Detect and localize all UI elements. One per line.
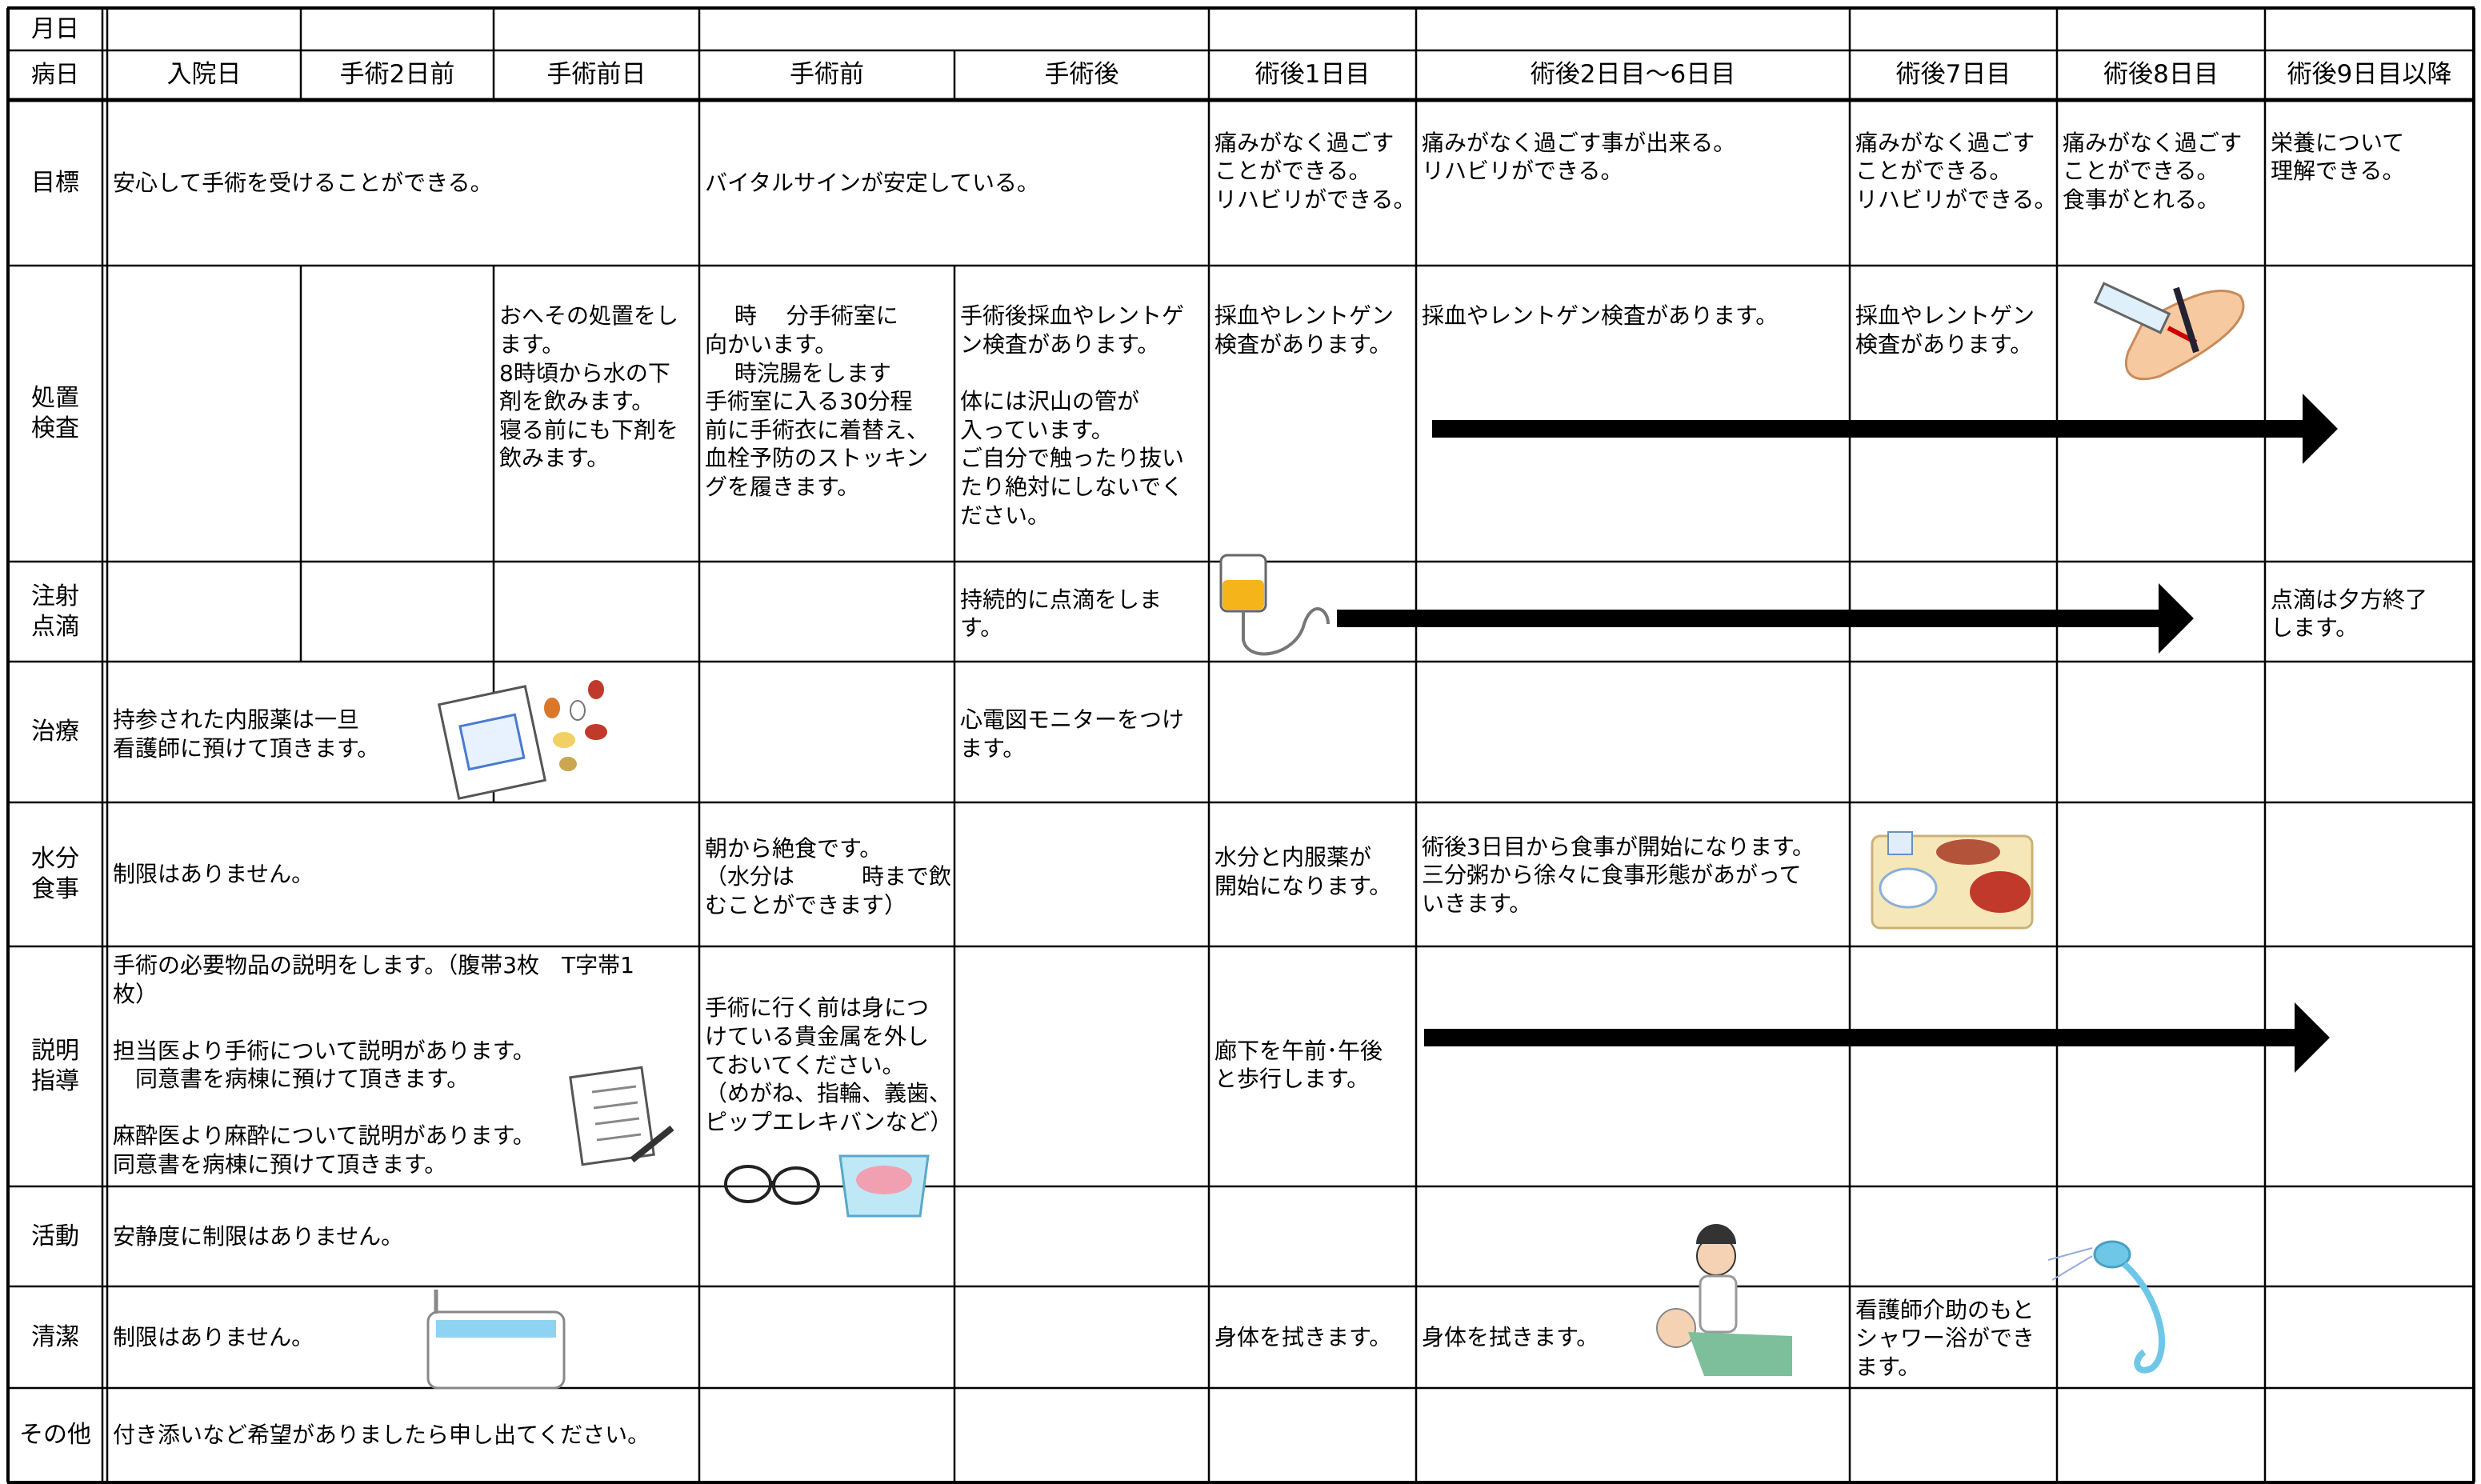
table-cell: 制限はありません。 <box>113 861 314 888</box>
meal-icon <box>1871 831 2034 930</box>
row-label: 活動 <box>31 1222 79 1250</box>
row-label: その他 <box>19 1421 91 1449</box>
row-label: 処置 検査 <box>31 384 79 442</box>
table-cell: 安心して手術を受けることができる。 <box>113 169 493 196</box>
shower-icon <box>2047 1240 2166 1374</box>
row-label: 治療 <box>31 718 79 746</box>
arrows <box>1337 394 2338 1073</box>
table-cell: 栄養について 理解できる。 <box>2271 129 2405 185</box>
table-cell: 痛みがなく過ごす ことができる。 食事がとれる。 <box>2063 129 2243 213</box>
grid-lines <box>6 6 2475 1484</box>
table-cell: 手術前 <box>790 60 864 90</box>
iv-bag-icon <box>1219 554 1330 656</box>
table-cell: 痛みがなく過ごす ことができる。 リハビリができる。 <box>1214 129 1416 213</box>
table-cell: 手術後 <box>1044 60 1119 90</box>
row-label: 水分 食事 <box>31 845 79 903</box>
table-cell: 時 分手術室に 向かいます。 時浣腸をします 手術室に入る30分程 前に手術衣に… <box>705 302 930 501</box>
table-cell: 持続的に点滴をしま す。 <box>960 586 1162 642</box>
table-cell: 術後1日目 <box>1255 60 1371 90</box>
glasses-icon <box>724 1154 930 1218</box>
table-cell: 制限はありません。 <box>113 1323 314 1350</box>
table-cell: 術後9日目以降 <box>2287 60 2452 90</box>
row-label: 月日 <box>31 14 79 43</box>
table-cell: 身体を拭きます。 <box>1214 1323 1392 1350</box>
table-cell: 痛みがなく過ごす事が出来る。 リハビリができる。 <box>1422 129 1736 185</box>
row-label: 病日 <box>31 61 79 89</box>
table-cell: 点滴は夕方終了 します。 <box>2271 586 2428 642</box>
document-icon <box>569 1066 674 1166</box>
table-cell: 術後3日目から食事が開始になります。 三分粥から徐々に食事形態があがって いきま… <box>1422 833 1815 917</box>
table-cell: 術後7日目 <box>1895 60 2011 90</box>
table-cell: 廊下を午前･午後 と歩行します。 <box>1214 1037 1383 1093</box>
table-cell: 入院日 <box>166 60 242 90</box>
table-cell: 朝から絶食です。 （水分は 時まで飲 むことができます） <box>705 834 952 918</box>
illustrations <box>426 282 2245 1390</box>
table-cell: 手術の必要物品の説明をします。（腹帯3枚 T字帯1 枚） 担当医より手術について… <box>113 951 634 1178</box>
table-cell: 採血やレントゲン 検査があります。 <box>1855 302 2035 358</box>
table-cell: 手術に行く前は身につ けている貴金属を外し ておいてください。 （めがね、指輪、… <box>705 994 953 1135</box>
table-cell: 術後2日目～6日目 <box>1530 60 1736 90</box>
table-cell: 水分と内服薬が 開始になります。 <box>1214 844 1392 900</box>
table-cell: バイタルサインが安定している。 <box>705 169 1040 196</box>
table-cell: 手術前日 <box>546 60 646 90</box>
table-cell: 付き添いなど希望がありましたら申し出てください。 <box>113 1422 650 1449</box>
table-cell: 採血やレントゲン 検査があります。 <box>1214 302 1395 358</box>
table-cell: 心電図モニターをつけ ます。 <box>960 706 1185 762</box>
table-cell: 痛みがなく過ごす ことができる。 リハビリができる。 <box>1855 129 2057 213</box>
table-cell: 術後8日目 <box>2103 60 2219 90</box>
table-cell: 手術2日前 <box>339 60 455 90</box>
table-cell: おへその処置をし ます。 8時頃から水の下 剤を飲みます。 寝る前にも下剤を 飲… <box>499 302 679 472</box>
row-label: 注射 点滴 <box>31 582 79 641</box>
row-label: 説明 指導 <box>31 1037 79 1095</box>
bathtub-icon <box>426 1290 566 1390</box>
table-cell: 安静度に制限はありません。 <box>113 1222 404 1250</box>
table-cell: 手術後採血やレントゲ ン検査があります。 体には沢山の管が 入っています。 ご自… <box>960 302 1185 529</box>
row-label: 清潔 <box>31 1322 79 1351</box>
nurse-icon <box>1656 1224 1792 1376</box>
medicine-icon <box>437 680 607 800</box>
table-cell: 身体を拭きます。 <box>1422 1323 1599 1350</box>
table-cell: 看護師介助のもと シャワー浴ができ ます。 <box>1855 1296 2035 1381</box>
row-label: 目標 <box>31 168 79 197</box>
table-cell: 持参された内服薬は一旦 看護師に預けて頂きます。 <box>113 706 380 762</box>
table-cell: 採血やレントゲン検査があります。 <box>1422 302 1779 330</box>
syringe-icon <box>2093 282 2245 381</box>
